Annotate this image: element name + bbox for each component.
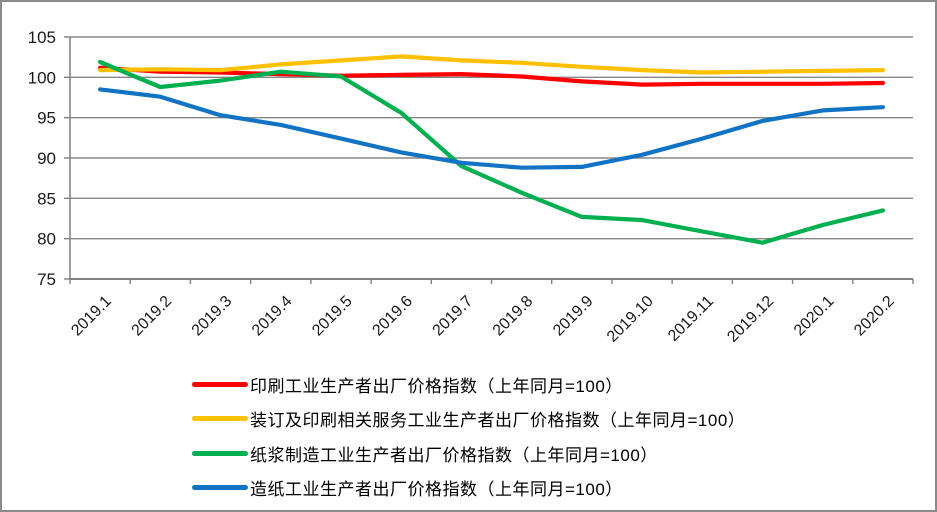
- x-axis-label: 2020.1: [791, 293, 838, 340]
- legend-label: 装订及印刷相关服务工业生产者出厂价格指数（上年同月=100）: [250, 411, 746, 431]
- x-axis-label: 2019.11: [665, 293, 717, 345]
- legend-item-pulp: 纸浆制造工业生产者出厂价格指数（上年同月=100）: [192, 436, 745, 471]
- y-axis-label: 75: [37, 270, 56, 289]
- x-axis-label: 2019.6: [369, 293, 416, 340]
- y-axis-label: 80: [37, 230, 56, 249]
- x-axis-label: 2019.12: [724, 293, 777, 346]
- legend-item-binding-services: 装订及印刷相关服务工业生产者出厂价格指数（上年同月=100）: [192, 402, 745, 437]
- legend-label: 纸浆制造工业生产者出厂价格指数（上年同月=100）: [250, 445, 658, 465]
- x-axis-label: 2019.10: [604, 293, 657, 346]
- series-line-2: [97, 59, 886, 245]
- x-axis-label: 2019.2: [129, 293, 176, 340]
- x-axis-label: 2020.2: [851, 293, 898, 340]
- legend-label: 造纸工业生产者出厂价格指数（上年同月=100）: [250, 480, 623, 500]
- x-axis-label: 2019.5: [309, 293, 356, 340]
- y-axis-label: 85: [37, 189, 56, 208]
- series-line-3: [97, 87, 886, 170]
- y-axis-label: 100: [28, 68, 56, 87]
- chart-legend: 印刷工业生产者出厂价格指数（上年同月=100） 装订及印刷相关服务工业生产者出厂…: [192, 367, 745, 505]
- legend-line-red: [192, 381, 248, 387]
- x-axis-label: 2019.7: [430, 293, 477, 340]
- x-axis-label: 2019.8: [490, 293, 537, 340]
- legend-line-green: [192, 450, 248, 456]
- legend-item-papermaking: 造纸工业生产者出厂价格指数（上年同月=100）: [192, 471, 745, 506]
- y-axis-label: 95: [37, 109, 56, 128]
- series-line-1: [97, 54, 886, 75]
- x-axis-label: 2019.1: [68, 293, 115, 340]
- legend-line-blue: [192, 485, 248, 491]
- legend-label: 印刷工业生产者出厂价格指数（上年同月=100）: [250, 376, 623, 396]
- legend-item-printing: 印刷工业生产者出厂价格指数（上年同月=100）: [192, 367, 745, 402]
- x-axis-label: 2019.4: [249, 293, 296, 340]
- x-axis-label: 2019.3: [189, 293, 236, 340]
- series-line-0: [97, 65, 886, 87]
- y-axis-label: 90: [37, 149, 56, 168]
- legend-line-yellow: [192, 416, 248, 422]
- y-axis-label: 105: [28, 28, 56, 47]
- x-axis-label: 2019.9: [550, 293, 597, 340]
